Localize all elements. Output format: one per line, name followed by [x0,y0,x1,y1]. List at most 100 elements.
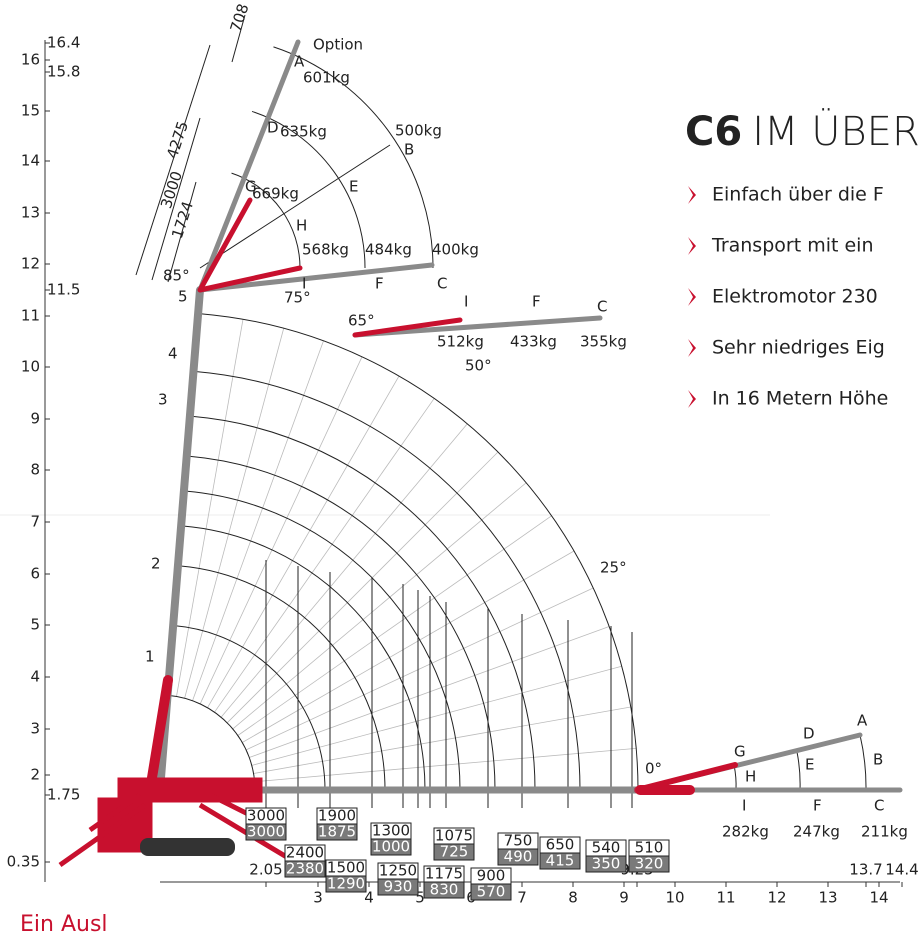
boom-label: I [742,797,746,815]
boom-label: 85° [163,267,190,285]
x-tick-label: 13 [818,889,837,907]
load-bottom: 930 [384,878,413,896]
bullet-icon [688,390,696,408]
y-tick-label: 1.75 [47,786,80,804]
y-tick-label: 2 [30,766,40,784]
bullet-text: Sehr niedriges Eig [712,337,885,359]
load-bottom: 1290 [327,875,365,893]
boom-label: 635kg [280,123,327,141]
jib-arc [860,735,866,790]
boom-label: 355kg [580,333,627,351]
radial-line [227,452,498,723]
decoration [0,40,900,882]
x-tick-label: 14 [869,889,888,907]
boom [200,42,298,290]
y-tick-label: 9 [30,410,40,428]
boom-label: 2 [151,555,161,573]
dimension-line [136,45,210,275]
boom-label: I [464,293,468,311]
boom-label: C [874,797,884,815]
x-tick-label: 10 [665,889,684,907]
x-tick-label: 9 [619,889,629,907]
x-tick-label: 11 [716,889,735,907]
boom-label: C [437,275,447,293]
bullet-text: In 16 Metern Höhe [712,388,888,410]
load-bottom: 830 [430,881,459,899]
bullet-icon [688,186,696,204]
bullet-text: Elektromotor 230 [712,286,878,308]
boom-label: 500kg [395,122,442,140]
radial-line [192,341,323,701]
x-tick-label: 14.4 [885,861,918,879]
dimension-label: 708 [227,1,253,34]
boom-label: Option [313,36,363,54]
boom-label: 433kg [510,333,557,351]
load-bottom: 2380 [286,860,324,878]
bullet-icon [688,288,696,306]
boom-label: H [296,217,307,235]
y-tick-label: 4 [30,668,40,686]
y-tick-label: 12 [21,255,40,273]
boom-label: 568kg [302,241,349,259]
boom-label: F [532,293,541,311]
load-bottom: 1875 [318,823,356,841]
y-tick-label: 7 [30,513,40,531]
boom-label: H [745,768,756,786]
y-tick-label: 10 [21,358,40,376]
x-tick-label: 13.7 [849,861,882,879]
x-tick-label: 7 [517,889,527,907]
boom-label: E [349,178,358,196]
y-tick-label: 8 [30,461,40,479]
boom [200,200,250,290]
y-tick-label: 0.35 [7,853,40,871]
boom-label: E [805,756,814,774]
dimension-label: 4275 [163,119,192,161]
load-bottom: 1000 [372,838,410,856]
boom-label: 3 [158,391,168,409]
boom-label: 75° [284,289,311,307]
tracks [140,838,235,856]
boom-label: 484kg [365,241,412,259]
load-bottom: 490 [504,848,533,866]
load-bottom: 415 [546,852,575,870]
boom-label: 211kg [861,823,908,841]
load-bottom: 320 [635,855,664,873]
x-tick-label: 8 [568,889,578,907]
crane-load-diagram: 70842753000172416.41615.81514131211.5111… [0,0,922,932]
bullet-text: Einfach über die F [712,184,884,206]
boom-label: F [375,275,384,293]
boom-label: A [857,712,868,730]
y-tick-label: 5 [30,616,40,634]
load-bottom: 3000 [247,823,285,841]
boom-label: 1 [145,648,155,666]
boom-label: D [803,725,815,743]
y-tick-label: 16.4 [47,34,80,52]
load-bottom: 725 [440,843,469,861]
y-tick-label: 15 [21,102,40,120]
boom-label: 282kg [722,823,769,841]
boom-label: 512kg [437,333,484,351]
boom-label: 65° [348,312,375,330]
load-bottom: 350 [592,855,621,873]
y-tick-label: 11 [21,307,40,325]
x-tick-label: 2.05 [249,861,282,879]
bullet-icon [688,339,696,357]
radial-line [249,627,609,758]
y-tick-label: 15.8 [47,63,80,81]
y-tick-label: 13 [21,204,40,222]
panel-title-bold: C6 [685,109,742,155]
panel-title: C6IM ÜBER [685,107,920,155]
boom-label: 247kg [793,823,840,841]
y-tick-label: 3 [30,720,40,738]
y-tick-label: 6 [30,565,40,583]
boom-label: 25° [600,559,627,577]
boom [200,265,432,290]
boom-label: 601kg [303,69,350,87]
radial-line [233,483,526,729]
boom-label: 50° [465,357,492,375]
x-tick-label: 12 [767,889,786,907]
boom-label: 0° [645,760,662,778]
boom-label: 5 [178,288,188,306]
bullet-text: Transport mit ein [711,235,873,257]
boom-label: D [267,119,279,137]
